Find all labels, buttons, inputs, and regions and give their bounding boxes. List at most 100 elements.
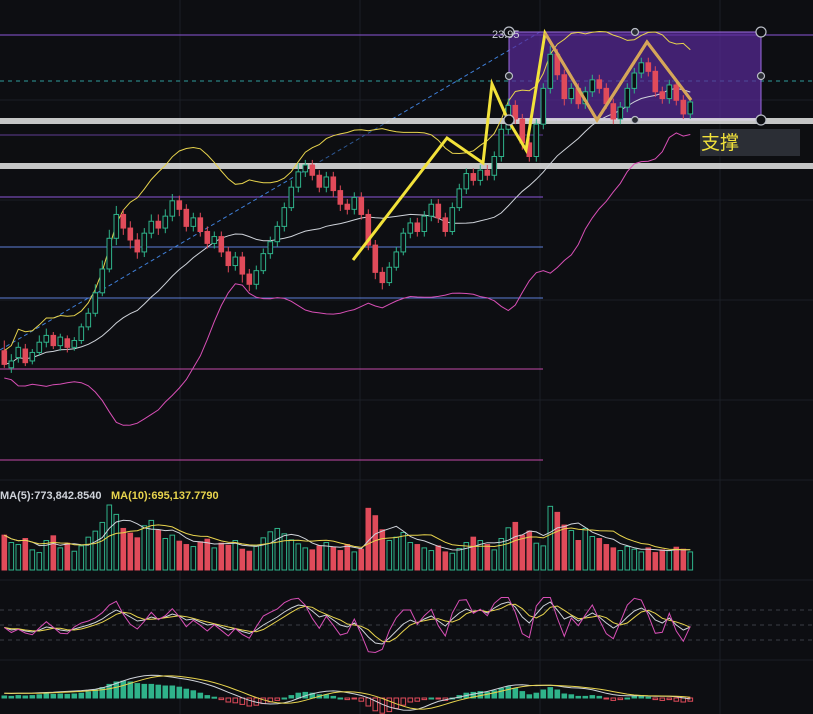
drawing-handle-4[interactable] [504, 71, 514, 81]
candle-body-65 [456, 188, 463, 209]
candle-body-48 [337, 190, 344, 205]
macd-bar-4 [29, 695, 36, 699]
volume-bar-63 [442, 551, 449, 571]
candle-body-26 [183, 208, 190, 227]
candle-body-53 [372, 244, 379, 273]
volume-bar-32 [225, 544, 232, 571]
candle-body-19 [134, 239, 141, 253]
candle-body-51 [358, 196, 365, 215]
macd-bar-9 [64, 693, 71, 699]
volume-ma5-label: MA(5):773,842.8540 [0, 490, 102, 502]
macd-bar-18 [127, 681, 134, 699]
candle-body-1 [8, 360, 15, 369]
macd-bar-22 [155, 684, 162, 699]
candle-body-85 [596, 79, 603, 89]
volume-bar-62 [435, 545, 442, 571]
volume-bar-98 [687, 551, 694, 571]
macd-bar-32 [225, 697, 232, 703]
candle-body-87 [610, 103, 617, 120]
macd-bar-71 [498, 687, 505, 699]
drawing-handle-3[interactable] [755, 114, 767, 126]
candle-body-7 [50, 334, 57, 347]
candle-body-4 [29, 351, 36, 362]
candle-body-98 [687, 101, 694, 115]
candle-body-38 [267, 241, 274, 255]
volume-bar-6 [43, 540, 50, 571]
candle-body-90 [631, 72, 638, 89]
volume-bar-40 [281, 533, 288, 571]
drawing-handle-0[interactable] [503, 26, 515, 38]
macd-bar-85 [596, 695, 603, 699]
volume-bar-7 [50, 535, 57, 571]
volume-bar-71 [498, 538, 505, 571]
macd-bar-61 [428, 697, 435, 700]
candle-body-66 [463, 173, 470, 190]
volume-bar-24 [169, 534, 176, 571]
macd-bar-55 [386, 697, 393, 713]
candle-body-27 [190, 217, 197, 227]
support-label-box [700, 129, 800, 156]
candle-body-17 [120, 213, 127, 229]
macd-bar-16 [113, 681, 120, 699]
macd-bar-96 [673, 697, 680, 702]
support-band-fill [0, 124, 813, 163]
volume-bar-8 [57, 547, 64, 571]
volume-bar-61 [428, 550, 435, 571]
macd-bar-77 [540, 689, 547, 699]
macd-bar-11 [78, 692, 85, 699]
macd-bar-13 [92, 689, 99, 699]
volume-bar-95 [666, 550, 673, 571]
candle-body-73 [512, 104, 519, 120]
drawing-handle-2[interactable] [503, 114, 515, 126]
candle-body-39 [274, 225, 281, 243]
candle-body-54 [379, 271, 386, 284]
kdj-j-line [4, 597, 691, 654]
macd-bar-83 [582, 695, 589, 699]
candle-body-37 [260, 253, 267, 272]
candle-body-91 [638, 62, 645, 74]
macd-bar-74 [519, 691, 526, 699]
macd-bar-62 [435, 697, 442, 700]
volume-bar-93 [652, 552, 659, 571]
volume-bar-58 [407, 542, 414, 571]
macd-bar-94 [659, 697, 666, 701]
volume-bar-5 [36, 552, 43, 571]
candle-body-5 [36, 341, 43, 353]
macd-bar-90 [631, 695, 638, 699]
candle-body-64 [449, 207, 456, 232]
drawing-handle-7[interactable] [630, 115, 640, 125]
drawing-handle-1[interactable] [755, 26, 767, 38]
volume-bar-81 [568, 529, 575, 571]
macd-bar-49 [344, 697, 351, 701]
volume-bar-22 [155, 529, 162, 571]
volume-ma5-line [4, 519, 691, 552]
volume-bar-2 [15, 544, 22, 571]
support-band-upper [0, 118, 813, 124]
volume-bar-91 [638, 551, 645, 571]
candle-body-40 [281, 207, 288, 227]
candle-body-12 [85, 312, 92, 328]
macd-bar-72 [505, 686, 512, 699]
volume-bar-0 [1, 534, 8, 571]
volume-bar-70 [491, 549, 498, 571]
drawing-handle-6[interactable] [630, 27, 640, 37]
candle-body-71 [498, 128, 505, 158]
drawing-handle-5[interactable] [756, 71, 766, 81]
candle-body-16 [113, 213, 120, 239]
volume-bar-90 [631, 548, 638, 571]
volume-bar-21 [148, 519, 155, 571]
macd-bar-60 [421, 697, 428, 701]
macd-bar-35 [246, 697, 253, 707]
candle-body-94 [659, 91, 666, 100]
candle-body-55 [386, 266, 393, 284]
volume-bar-88 [617, 550, 624, 571]
candle-body-67 [470, 173, 477, 181]
candle-body-34 [239, 256, 246, 275]
volume-bar-37 [260, 537, 267, 571]
candle-body-97 [680, 99, 687, 115]
macd-dif-line [4, 674, 691, 711]
macd-bar-78 [547, 687, 554, 699]
volume-bar-64 [449, 552, 456, 571]
volume-bar-76 [533, 542, 540, 571]
drawing-handles[interactable] [503, 26, 767, 126]
